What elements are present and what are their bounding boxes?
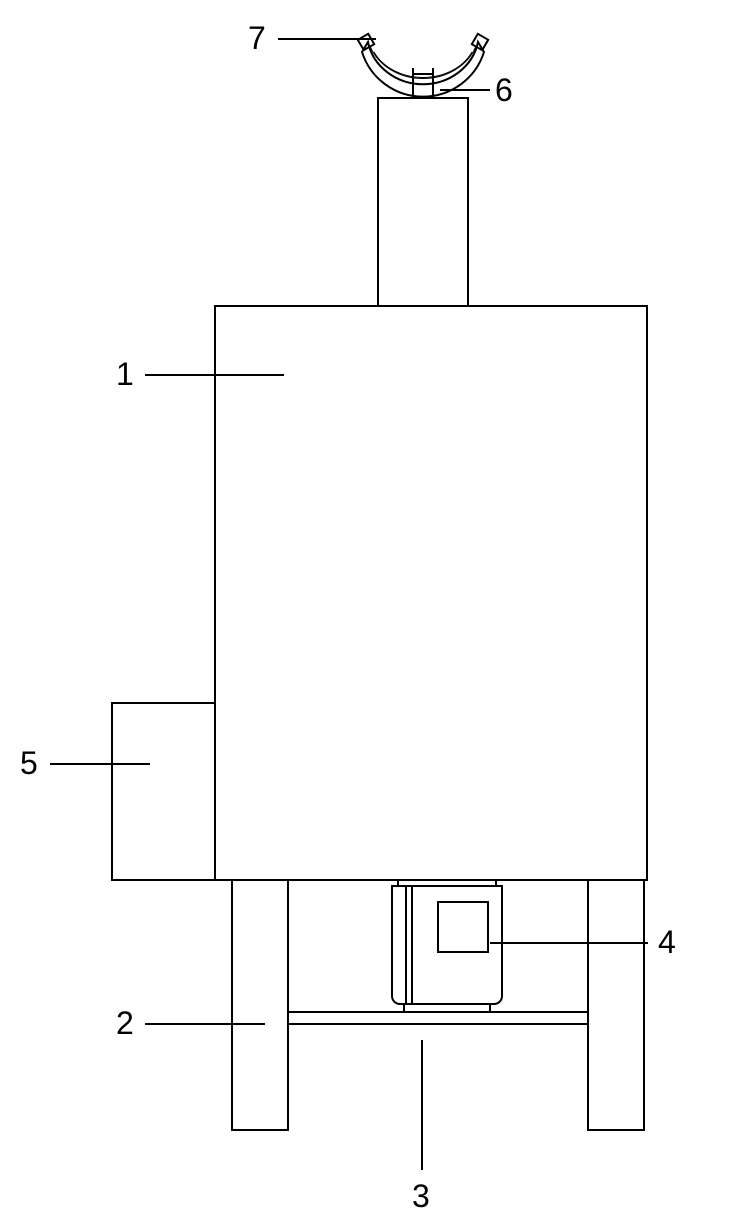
label-7-text: 7 bbox=[248, 20, 266, 57]
label-1-text: 1 bbox=[116, 356, 134, 393]
label-6-text: 6 bbox=[495, 72, 513, 109]
label-4-text: 4 bbox=[658, 924, 676, 961]
label-2-text: 2 bbox=[116, 1005, 134, 1042]
label-5-text: 5 bbox=[20, 745, 38, 782]
technical-diagram bbox=[0, 0, 741, 1229]
label-3-text: 3 bbox=[412, 1178, 430, 1215]
